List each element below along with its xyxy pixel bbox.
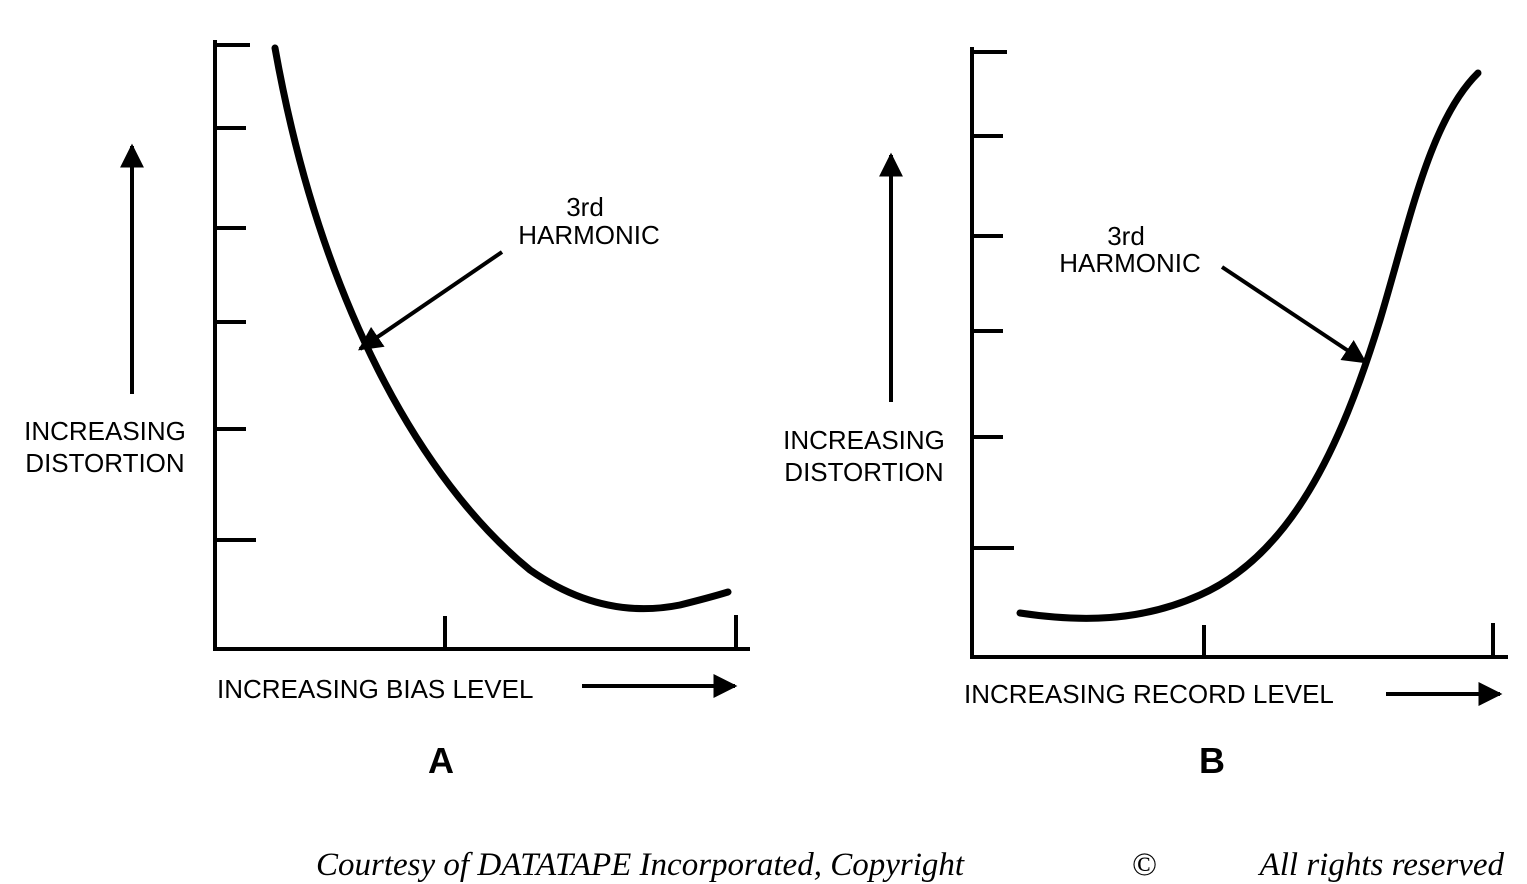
panel-b-curve-label-line1: 3rd xyxy=(1107,221,1145,251)
copyright-symbol: © xyxy=(1132,847,1157,883)
panel-a-curve-label-line2: HARMONIC xyxy=(518,220,660,250)
panel-a-pointer-arrow xyxy=(358,250,504,351)
panel-a-letter: A xyxy=(428,740,454,781)
rights-text: All rights reserved xyxy=(1258,847,1505,883)
panel-b-y-axis-label-line1: INCREASING xyxy=(783,425,945,455)
panel-b-3rd-harmonic-curve xyxy=(1016,69,1482,622)
panel-a-x-ticks xyxy=(443,615,738,649)
panel-a-axes xyxy=(213,40,750,651)
panel-a-3rd-harmonic-curve xyxy=(271,44,732,613)
panel-a-y-ticks xyxy=(215,43,256,542)
panel-b-y-ticks xyxy=(972,50,1014,550)
panel-b-x-ticks xyxy=(1202,623,1495,657)
panel-b: 3rd HARMONIC INCREASING DISTORTION INCRE… xyxy=(783,47,1508,781)
panel-b-letter: B xyxy=(1199,740,1225,781)
panel-a-curve-label-line1: 3rd xyxy=(566,192,604,222)
panel-a-x-axis-label: INCREASING BIAS LEVEL xyxy=(217,674,533,704)
credit-text: Courtesy of DATATAPE Incorporated, Copyr… xyxy=(316,847,965,883)
panel-a: 3rd HARMONIC INCREASING DISTORTION INCRE… xyxy=(24,40,750,781)
credit-line: Courtesy of DATATAPE Incorporated, Copyr… xyxy=(316,847,1505,883)
panel-b-pointer-arrow xyxy=(1220,265,1367,364)
panel-b-axes xyxy=(970,47,1508,659)
panel-b-curve-label-line2: HARMONIC xyxy=(1059,248,1201,278)
panel-b-x-axis-label: INCREASING RECORD LEVEL xyxy=(964,679,1334,709)
panel-a-y-axis-label-line1: INCREASING xyxy=(24,416,186,446)
panel-a-y-axis-label-line2: DISTORTION xyxy=(25,448,184,478)
panel-b-y-axis-label-line2: DISTORTION xyxy=(784,457,943,487)
